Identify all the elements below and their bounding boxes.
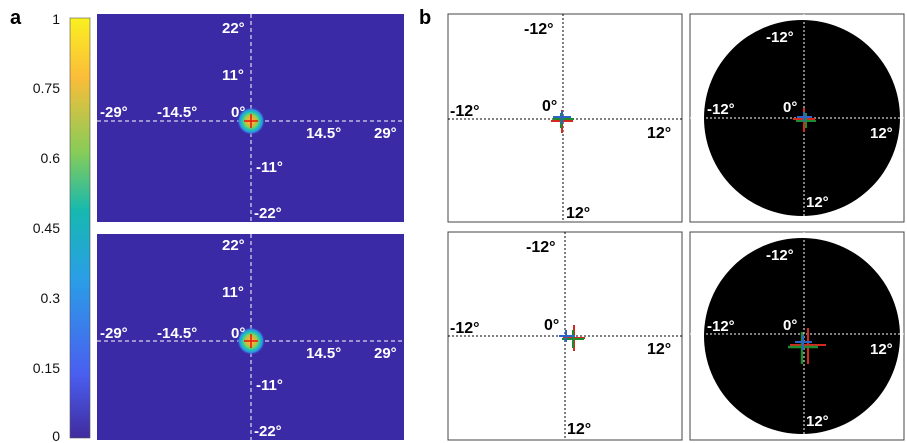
field-label-origin: 0° xyxy=(544,317,559,334)
field-label-top: -12° xyxy=(524,21,554,38)
field-label-bottom: 12° xyxy=(806,194,829,211)
colorbar-tick-0.15: 0.15 xyxy=(33,360,60,376)
label-y-mid: 11° xyxy=(222,284,244,301)
heatmap-panel-top: 22° 11° 0° -29° -14.5° 14.5° 29° -11° -2… xyxy=(97,14,404,222)
field-label-left: -12° xyxy=(450,103,480,120)
label-y-neg-far: -22° xyxy=(254,205,282,222)
field-panel-top-right: -12° -12° 0° 12° 12° xyxy=(689,13,905,223)
panel-letter-b: b xyxy=(419,7,431,29)
marker-cluster xyxy=(551,110,574,133)
field-label-top: -12° xyxy=(766,29,794,46)
colorbar-tick-1: 1 xyxy=(52,11,60,27)
field-label-right: 12° xyxy=(870,341,893,358)
field-label-left: -12° xyxy=(450,320,480,337)
label-x-neg-near: -14.5° xyxy=(157,325,197,342)
colorbar-tick-0.45: 0.45 xyxy=(33,220,60,236)
heatmap-panel-bottom: 22° 11° 0° -29° -14.5° 14.5° 29° -11° -2… xyxy=(97,234,404,440)
label-y-top: 22° xyxy=(222,237,245,254)
field-label-top: -12° xyxy=(526,239,556,256)
field-label-bottom: 12° xyxy=(806,413,829,430)
marker-cluster xyxy=(788,328,826,364)
label-y-neg-far: -22° xyxy=(254,423,282,440)
field-label-bottom: 12° xyxy=(566,205,590,222)
field-label-right: 12° xyxy=(647,125,671,142)
field-label-origin: 0° xyxy=(542,98,557,115)
colorbar-tick-0.75: 0.75 xyxy=(33,80,60,96)
label-x-neg-far: -29° xyxy=(100,104,128,121)
panel-letter-a: a xyxy=(10,7,22,29)
label-x-pos-near: 14.5° xyxy=(306,345,341,362)
field-panel-bottom-left: -12° -12° 0° 12° 12° xyxy=(447,231,683,441)
field-label-left: -12° xyxy=(707,318,735,335)
label-x-neg-far: -29° xyxy=(100,325,128,342)
colorbar-strip xyxy=(69,17,91,439)
label-y-top: 22° xyxy=(222,20,245,37)
label-x-pos-far: 29° xyxy=(374,125,397,142)
label-y-mid: 11° xyxy=(222,67,244,84)
label-x-pos-near: 14.5° xyxy=(306,125,341,142)
field-panel-bottom-right: -12° -12° 0° 12° 12° xyxy=(689,231,905,441)
colorbar: 1 0.75 0.6 0.45 0.3 0.15 0 xyxy=(33,11,91,443)
field-label-right: 12° xyxy=(647,341,671,358)
colorbar-tick-0.6: 0.6 xyxy=(41,150,61,166)
label-y-neg-mid: -11° xyxy=(256,377,283,394)
colorbar-tick-0: 0 xyxy=(52,428,60,443)
label-origin: 0° xyxy=(231,104,245,121)
colorbar-tick-0.3: 0.3 xyxy=(41,290,61,306)
field-label-right: 12° xyxy=(870,125,893,142)
field-label-left: -12° xyxy=(707,101,735,118)
field-label-bottom: 12° xyxy=(567,421,591,438)
label-x-pos-far: 29° xyxy=(374,345,397,362)
field-label-origin: 0° xyxy=(783,317,797,334)
label-x-neg-near: -14.5° xyxy=(157,104,197,121)
marker-cluster xyxy=(793,108,816,132)
label-origin: 0° xyxy=(231,325,245,342)
field-label-origin: 0° xyxy=(783,99,797,116)
field-panel-top-left: -12° -12° 0° 12° 12° xyxy=(447,13,683,223)
field-label-top: -12° xyxy=(766,247,794,264)
marker-cluster xyxy=(559,325,585,351)
label-y-neg-mid: -11° xyxy=(256,159,283,176)
